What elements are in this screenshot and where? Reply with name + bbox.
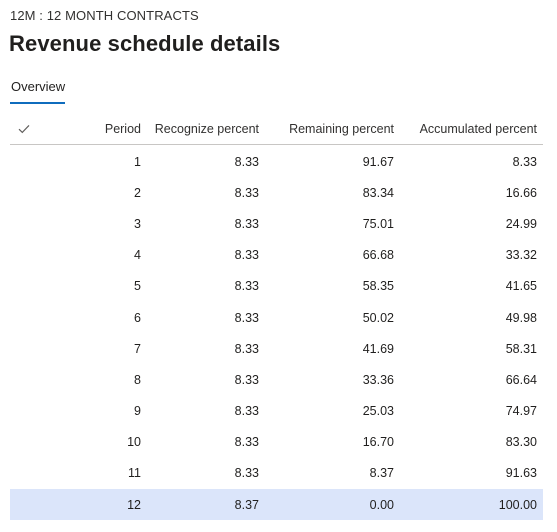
table-row[interactable]: 6 8.33 50.02 49.98 [10, 302, 543, 333]
table-row[interactable]: 3 8.33 75.01 24.99 [10, 208, 543, 239]
row-select-cell[interactable] [10, 333, 42, 364]
remaining-percent-cell: 16.70 [362, 435, 394, 450]
page-title: Revenue schedule details [9, 31, 281, 56]
tab-overview[interactable]: Overview [10, 79, 66, 104]
table-row[interactable]: 8 8.33 33.36 66.64 [10, 364, 543, 395]
recognize-percent-cell: 8.33 [234, 154, 259, 169]
grid-header-row: Period Recognize percent Remaining perce… [10, 113, 543, 145]
remaining-percent-cell: 75.01 [362, 216, 394, 231]
table-row[interactable]: 2 8.33 83.34 16.66 [10, 177, 543, 208]
table-row[interactable]: 7 8.33 41.69 58.31 [10, 333, 543, 364]
row-select-cell[interactable] [10, 145, 42, 178]
period-cell: 9 [134, 404, 141, 419]
accumulated-percent-cell: 91.63 [505, 466, 537, 481]
accumulated-percent-cell: 66.64 [505, 372, 537, 387]
remaining-percent-cell: 50.02 [362, 310, 394, 325]
recognize-percent-cell: 8.33 [234, 404, 259, 419]
period-cell: 8 [134, 372, 141, 387]
checkmark-icon [18, 125, 30, 134]
recognize-percent-cell: 8.33 [234, 310, 259, 325]
remaining-percent-cell: 0.00 [259, 489, 394, 521]
accumulated-percent-cell: 8.33 [512, 154, 537, 169]
table-row[interactable]: 11 8.33 8.37 91.63 [10, 458, 543, 489]
recognize-percent-cell: 8.33 [234, 185, 259, 200]
remaining-percent-cell: 83.34 [362, 185, 394, 200]
row-select-cell[interactable] [10, 177, 42, 208]
remaining-percent-cell: 66.68 [362, 248, 394, 263]
row-select-cell[interactable] [10, 271, 42, 302]
period-cell: 1 [134, 154, 141, 169]
breadcrumb: 12M : 12 MONTH CONTRACTS [10, 8, 199, 23]
remaining-percent-cell: 25.03 [362, 404, 394, 419]
table-row[interactable]: 12 8.37 0.00 100.00 [10, 489, 543, 521]
column-header-remaining-percent[interactable]: Remaining percent [259, 113, 394, 145]
accumulated-percent-cell: 49.98 [505, 310, 537, 325]
period-cell: 3 [134, 216, 141, 231]
period-cell: 4 [134, 248, 141, 263]
row-select-cell[interactable] [10, 396, 42, 427]
remaining-percent-cell: 58.35 [362, 279, 394, 294]
row-select-cell[interactable] [10, 427, 42, 458]
row-select-cell[interactable] [10, 458, 42, 489]
remaining-percent-cell: 33.36 [362, 372, 394, 387]
row-select-cell[interactable] [10, 489, 42, 521]
table-row[interactable]: 1 8.33 91.67 8.33 [10, 145, 543, 178]
revenue-schedule-grid: Period Recognize percent Remaining perce… [10, 113, 543, 521]
recognize-percent-cell: 8.33 [234, 248, 259, 263]
select-all-header[interactable] [10, 113, 42, 145]
accumulated-percent-cell: 24.99 [505, 216, 537, 231]
tab-bar: Overview [10, 78, 66, 104]
recognize-percent-cell: 8.37 [141, 489, 259, 521]
row-select-cell[interactable] [10, 240, 42, 271]
period-cell: 7 [134, 341, 141, 356]
accumulated-percent-cell: 83.30 [505, 435, 537, 450]
recognize-percent-cell: 8.33 [234, 466, 259, 481]
accumulated-percent-cell: 16.66 [505, 185, 537, 200]
recognize-percent-cell: 8.33 [234, 279, 259, 294]
accumulated-percent-cell: 74.97 [505, 404, 537, 419]
table-row[interactable]: 4 8.33 66.68 33.32 [10, 240, 543, 271]
table-row[interactable]: 10 8.33 16.70 83.30 [10, 427, 543, 458]
accumulated-percent-cell: 58.31 [505, 341, 537, 356]
period-cell: 12 [42, 489, 141, 521]
column-header-period[interactable]: Period [42, 113, 141, 145]
row-select-cell[interactable] [10, 364, 42, 395]
recognize-percent-cell: 8.33 [234, 341, 259, 356]
accumulated-percent-cell: 100.00 [394, 489, 543, 521]
period-cell: 5 [134, 279, 141, 294]
accumulated-percent-cell: 41.65 [505, 279, 537, 294]
period-cell: 6 [134, 310, 141, 325]
recognize-percent-cell: 8.33 [234, 435, 259, 450]
row-select-cell[interactable] [10, 302, 42, 333]
recognize-percent-cell: 8.33 [234, 372, 259, 387]
column-header-accumulated-percent[interactable]: Accumulated percent [394, 113, 543, 145]
column-header-recognize-percent[interactable]: Recognize percent [141, 113, 259, 145]
recognize-percent-cell: 8.33 [234, 216, 259, 231]
period-cell: 11 [128, 466, 141, 481]
table-row[interactable]: 9 8.33 25.03 74.97 [10, 396, 543, 427]
remaining-percent-cell: 8.37 [369, 466, 394, 481]
accumulated-percent-cell: 33.32 [505, 248, 537, 263]
remaining-percent-cell: 91.67 [362, 154, 394, 169]
table-row[interactable]: 5 8.33 58.35 41.65 [10, 271, 543, 302]
period-cell: 10 [127, 435, 141, 450]
row-select-cell[interactable] [10, 208, 42, 239]
remaining-percent-cell: 41.69 [362, 341, 394, 356]
period-cell: 2 [134, 185, 141, 200]
